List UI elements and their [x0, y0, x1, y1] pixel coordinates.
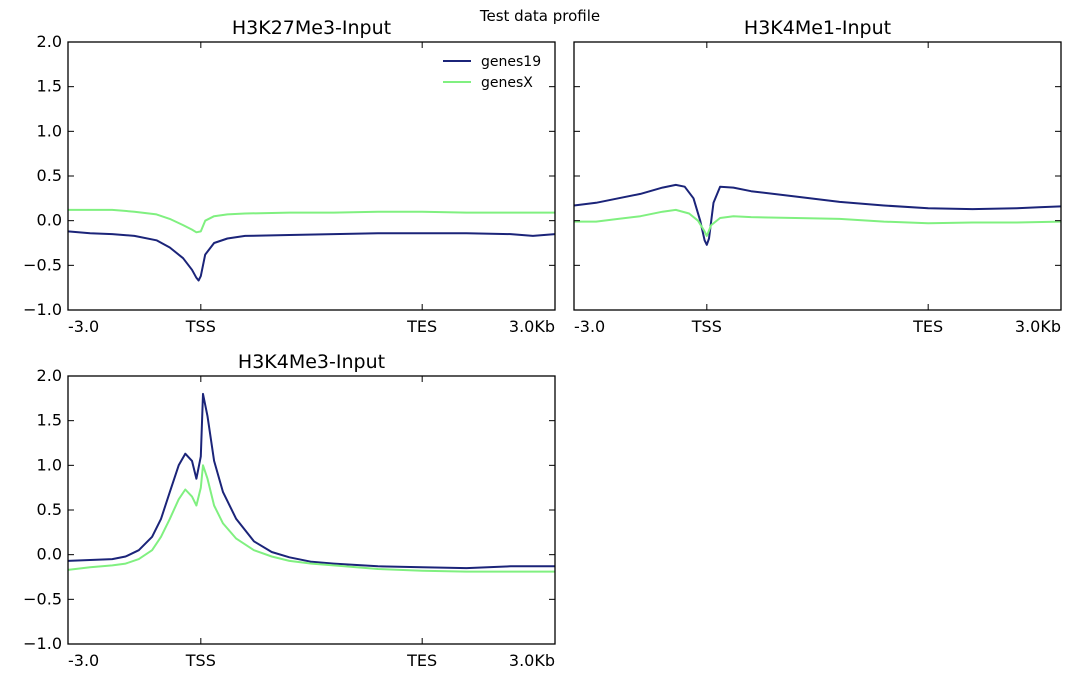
chart-panel-3: H3K4Me3-Input 2.0 1.5 1.0 0.5 0.0 −0.5 −1.0 -3.0…	[23, 351, 556, 670]
chart-panel-2: H3K4Me1-Input -3.0 TSS TES 3.0Kb	[573, 17, 1062, 336]
chart-title: H3K4Me1-Input	[744, 17, 891, 39]
y-tick-label: 0.0	[37, 211, 62, 230]
legend: genes19 genesX	[443, 54, 541, 91]
x-tick-label: TSS	[185, 317, 216, 336]
legend-label-genes19: genes19	[481, 54, 541, 70]
axes-frame	[67, 375, 556, 645]
axes-frame	[573, 41, 1062, 311]
x-tick-label: TES	[406, 651, 437, 670]
chart-panel-1: H3K27Me3-Input 2.0 1.5 1.0 0.5 0.0 −0.5 −1.0 -3.…	[23, 17, 556, 336]
y-tick-label: 0.0	[37, 545, 62, 564]
series-line-genes19	[573, 183, 1062, 246]
y-tick-label: −1.0	[23, 300, 62, 319]
x-tick-label: TSS	[691, 317, 722, 336]
series-line-genes19	[67, 392, 555, 570]
series-line-genesX	[574, 208, 1062, 237]
y-tick-label: 2.0	[37, 366, 62, 385]
x-tick-label: 3.0Kb	[509, 317, 555, 336]
chart-title: H3K27Me3-Input	[232, 17, 391, 39]
legend-label-genesX: genesX	[481, 75, 533, 91]
figure-suptitle: Test data profile	[479, 7, 600, 25]
chart-title: H3K4Me3-Input	[238, 351, 385, 373]
series-line-genes19	[67, 230, 556, 282]
panels: H3K27Me3-Input 2.0 1.5 1.0 0.5 0.0 −0.5 −1.0 -3.…	[23, 17, 1062, 670]
x-tick-label: TES	[406, 317, 437, 336]
y-tick-label: −0.5	[23, 589, 62, 608]
y-tick-label: 0.5	[37, 500, 62, 519]
x-tick-label: -3.0	[68, 317, 99, 336]
y-tick-label: 0.5	[37, 166, 62, 185]
x-tick-label: 3.0Kb	[1015, 317, 1061, 336]
series-line-genesX	[68, 208, 555, 234]
series-line-genesX	[67, 464, 555, 573]
y-tick-label: 1.5	[37, 77, 62, 96]
x-tick-label: TSS	[185, 651, 216, 670]
y-tick-label: −1.0	[23, 634, 62, 653]
y-tick-label: 1.5	[37, 411, 62, 430]
x-tick-label: -3.0	[68, 651, 99, 670]
y-tick-label: 1.0	[37, 455, 62, 474]
x-tick-label: 3.0Kb	[509, 651, 555, 670]
y-tick-label: 1.0	[37, 121, 62, 140]
y-tick-label: −0.5	[23, 255, 62, 274]
x-tick-label: -3.0	[574, 317, 605, 336]
y-tick-label: 2.0	[37, 32, 62, 51]
x-tick-label: TES	[912, 317, 943, 336]
